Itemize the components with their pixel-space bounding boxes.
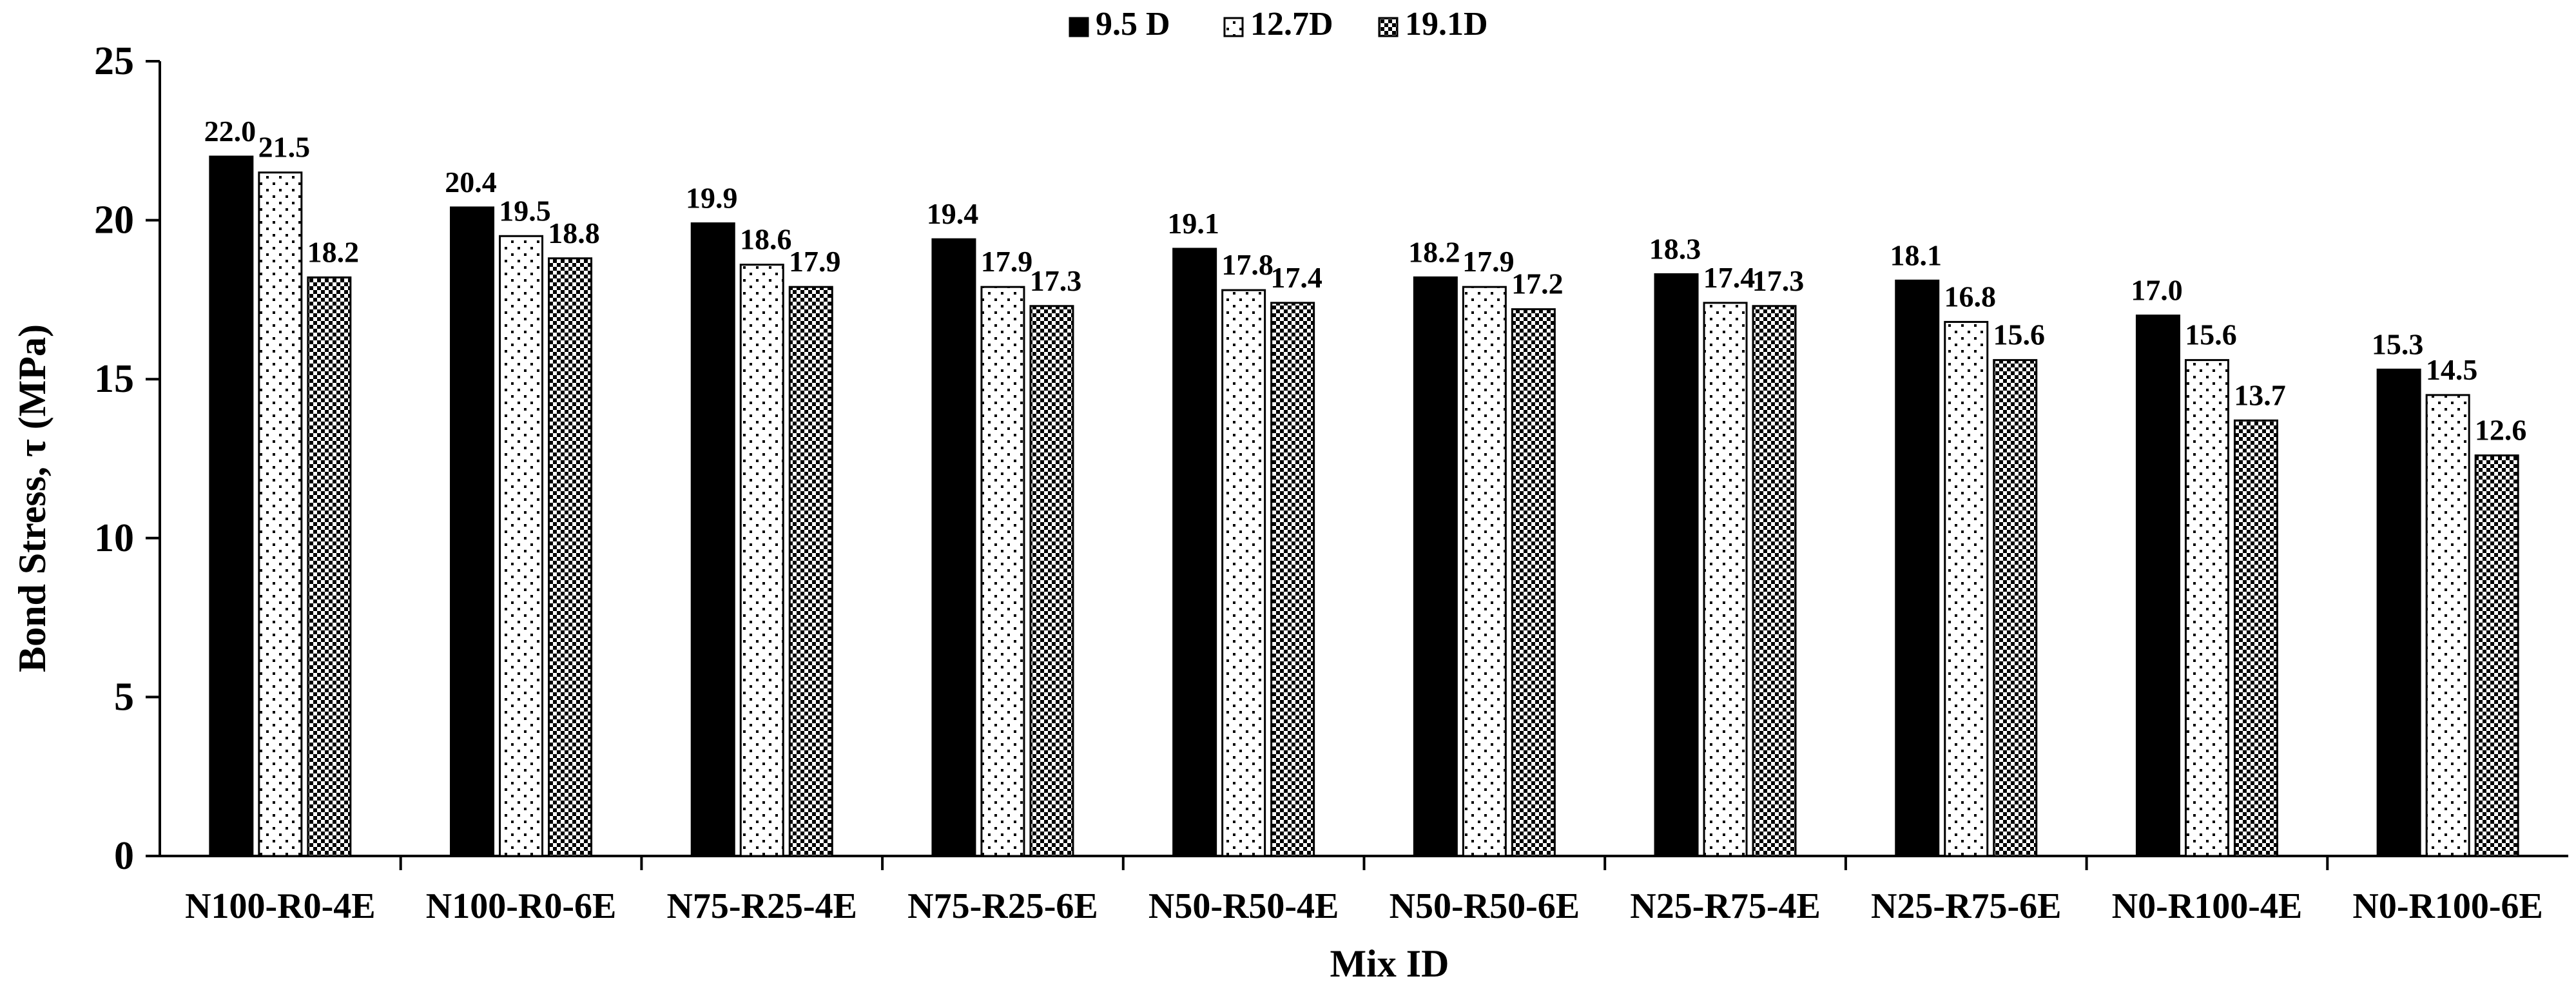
y-tick-label: 5 <box>114 675 134 719</box>
x-tick-label: N50-R50-6E <box>1390 886 1580 926</box>
legend-label: 9.5 D <box>1096 6 1170 43</box>
axes: 0 5 10 15 20 25 N100-R0-4E N100-R0-6E N75-R25-4E… <box>94 39 2568 926</box>
legend: 9.5 D 12.7D 19.1D <box>1069 6 1488 43</box>
data-labels: 22.0 21.518.220.419.518.819.918.617.919.4… <box>204 115 2527 447</box>
bar-12-7d <box>1944 320 1989 857</box>
data-label: 17.2 <box>1511 267 1564 300</box>
bar-12-7d <box>1221 289 1266 857</box>
bar-12-7d <box>499 235 544 857</box>
data-label: 19.5 <box>499 194 551 227</box>
x-tick-label: N50-R50-4E <box>1148 886 1339 926</box>
x-tick-label: N25-R75-6E <box>1871 886 2062 926</box>
bar-19-1d <box>1270 302 1315 857</box>
y-tick-label: 0 <box>114 834 134 878</box>
data-label: 19.9 <box>686 182 738 215</box>
y-tick-label: 15 <box>94 357 134 401</box>
legend-label: 19.1D <box>1405 6 1488 43</box>
data-label: 12.6 <box>2475 414 2527 447</box>
bar-19-1d <box>1993 359 2038 857</box>
bar-12-7d <box>258 171 303 857</box>
bar-9-5-d <box>209 155 254 857</box>
data-label: 22.0 <box>204 115 257 148</box>
bar-9-5-d <box>1413 276 1458 857</box>
data-label: 18.1 <box>1890 238 1942 271</box>
data-label: 18.3 <box>1649 232 1701 265</box>
bars <box>209 155 2519 857</box>
data-label: 19.4 <box>927 197 979 230</box>
x-tick-label: N25-R75-4E <box>1630 886 1821 926</box>
data-label: 17.8 <box>1221 248 1273 281</box>
bar-19-1d <box>1029 305 1074 857</box>
data-label: 18.2 <box>307 235 360 268</box>
bar-19-1d <box>788 286 833 857</box>
x-tick-label: N100-R0-4E <box>185 886 376 926</box>
bar-9-5-d <box>1172 248 1217 857</box>
data-label: 14.5 <box>2426 353 2478 386</box>
data-label: 13.7 <box>2234 378 2286 411</box>
x-tick-label: N0-R100-6E <box>2352 886 2543 926</box>
bar-12-7d <box>980 286 1025 857</box>
legend-label: 12.7D <box>1250 6 1333 43</box>
bar-12-7d <box>2184 359 2229 857</box>
bar-9-5-d <box>450 206 495 857</box>
y-tick-label: 10 <box>94 516 134 560</box>
bar-19-1d <box>1752 305 1797 857</box>
y-tick-label: 20 <box>94 199 134 242</box>
bar-12-7d <box>1462 286 1507 857</box>
legend-swatch <box>1378 17 1399 37</box>
data-label: 15.6 <box>1993 318 2046 351</box>
bar-9-5-d <box>2376 368 2421 857</box>
legend-swatch <box>1069 17 1089 37</box>
bar-9-5-d <box>1654 273 1699 857</box>
data-label: 18.6 <box>740 223 792 256</box>
data-label: 19.1 <box>1167 207 1219 240</box>
data-label: 17.4 <box>1270 261 1322 294</box>
bar-9-5-d <box>1895 279 1940 857</box>
bar-19-1d <box>2233 419 2278 857</box>
x-tick-label: N75-R25-6E <box>907 886 1098 926</box>
x-axis-title: Mix ID <box>1330 942 1449 985</box>
bar-19-1d <box>2474 454 2519 857</box>
data-label: 15.3 <box>2372 327 2424 360</box>
data-label: 15.6 <box>2185 318 2237 351</box>
x-tick-label: N75-R25-4E <box>666 886 857 926</box>
legend-swatch <box>1223 17 1244 37</box>
bar-19-1d <box>548 257 593 857</box>
data-label: 17.3 <box>1752 264 1805 297</box>
bar-12-7d <box>1703 302 1748 857</box>
data-label: 17.0 <box>2131 274 2183 307</box>
data-label: 20.4 <box>445 166 497 199</box>
data-label: 17.9 <box>981 245 1033 278</box>
data-label: 17.3 <box>1030 264 1082 297</box>
y-tick-label: 25 <box>94 39 134 83</box>
bar-19-1d <box>1511 308 1556 857</box>
data-label: 17.9 <box>1462 245 1515 278</box>
data-label: 21.5 <box>258 131 311 164</box>
data-label: 16.8 <box>1944 280 1997 313</box>
data-label: 17.9 <box>789 245 841 278</box>
data-label: 18.8 <box>548 217 600 249</box>
x-tick-label: N0-R100-4E <box>2112 886 2303 926</box>
data-label: 17.4 <box>1703 261 1756 294</box>
x-tick-label: N100-R0-6E <box>426 886 617 926</box>
bar-12-7d <box>739 264 784 857</box>
bar-9-5-d <box>931 238 976 857</box>
bar-9-5-d <box>2135 315 2180 857</box>
y-axis-title: Bond Stress, τ (MPa) <box>11 324 53 672</box>
bar-9-5-d <box>690 222 735 857</box>
data-label: 18.2 <box>1408 235 1460 268</box>
bar-19-1d <box>307 276 352 857</box>
bar-12-7d <box>2425 394 2470 857</box>
